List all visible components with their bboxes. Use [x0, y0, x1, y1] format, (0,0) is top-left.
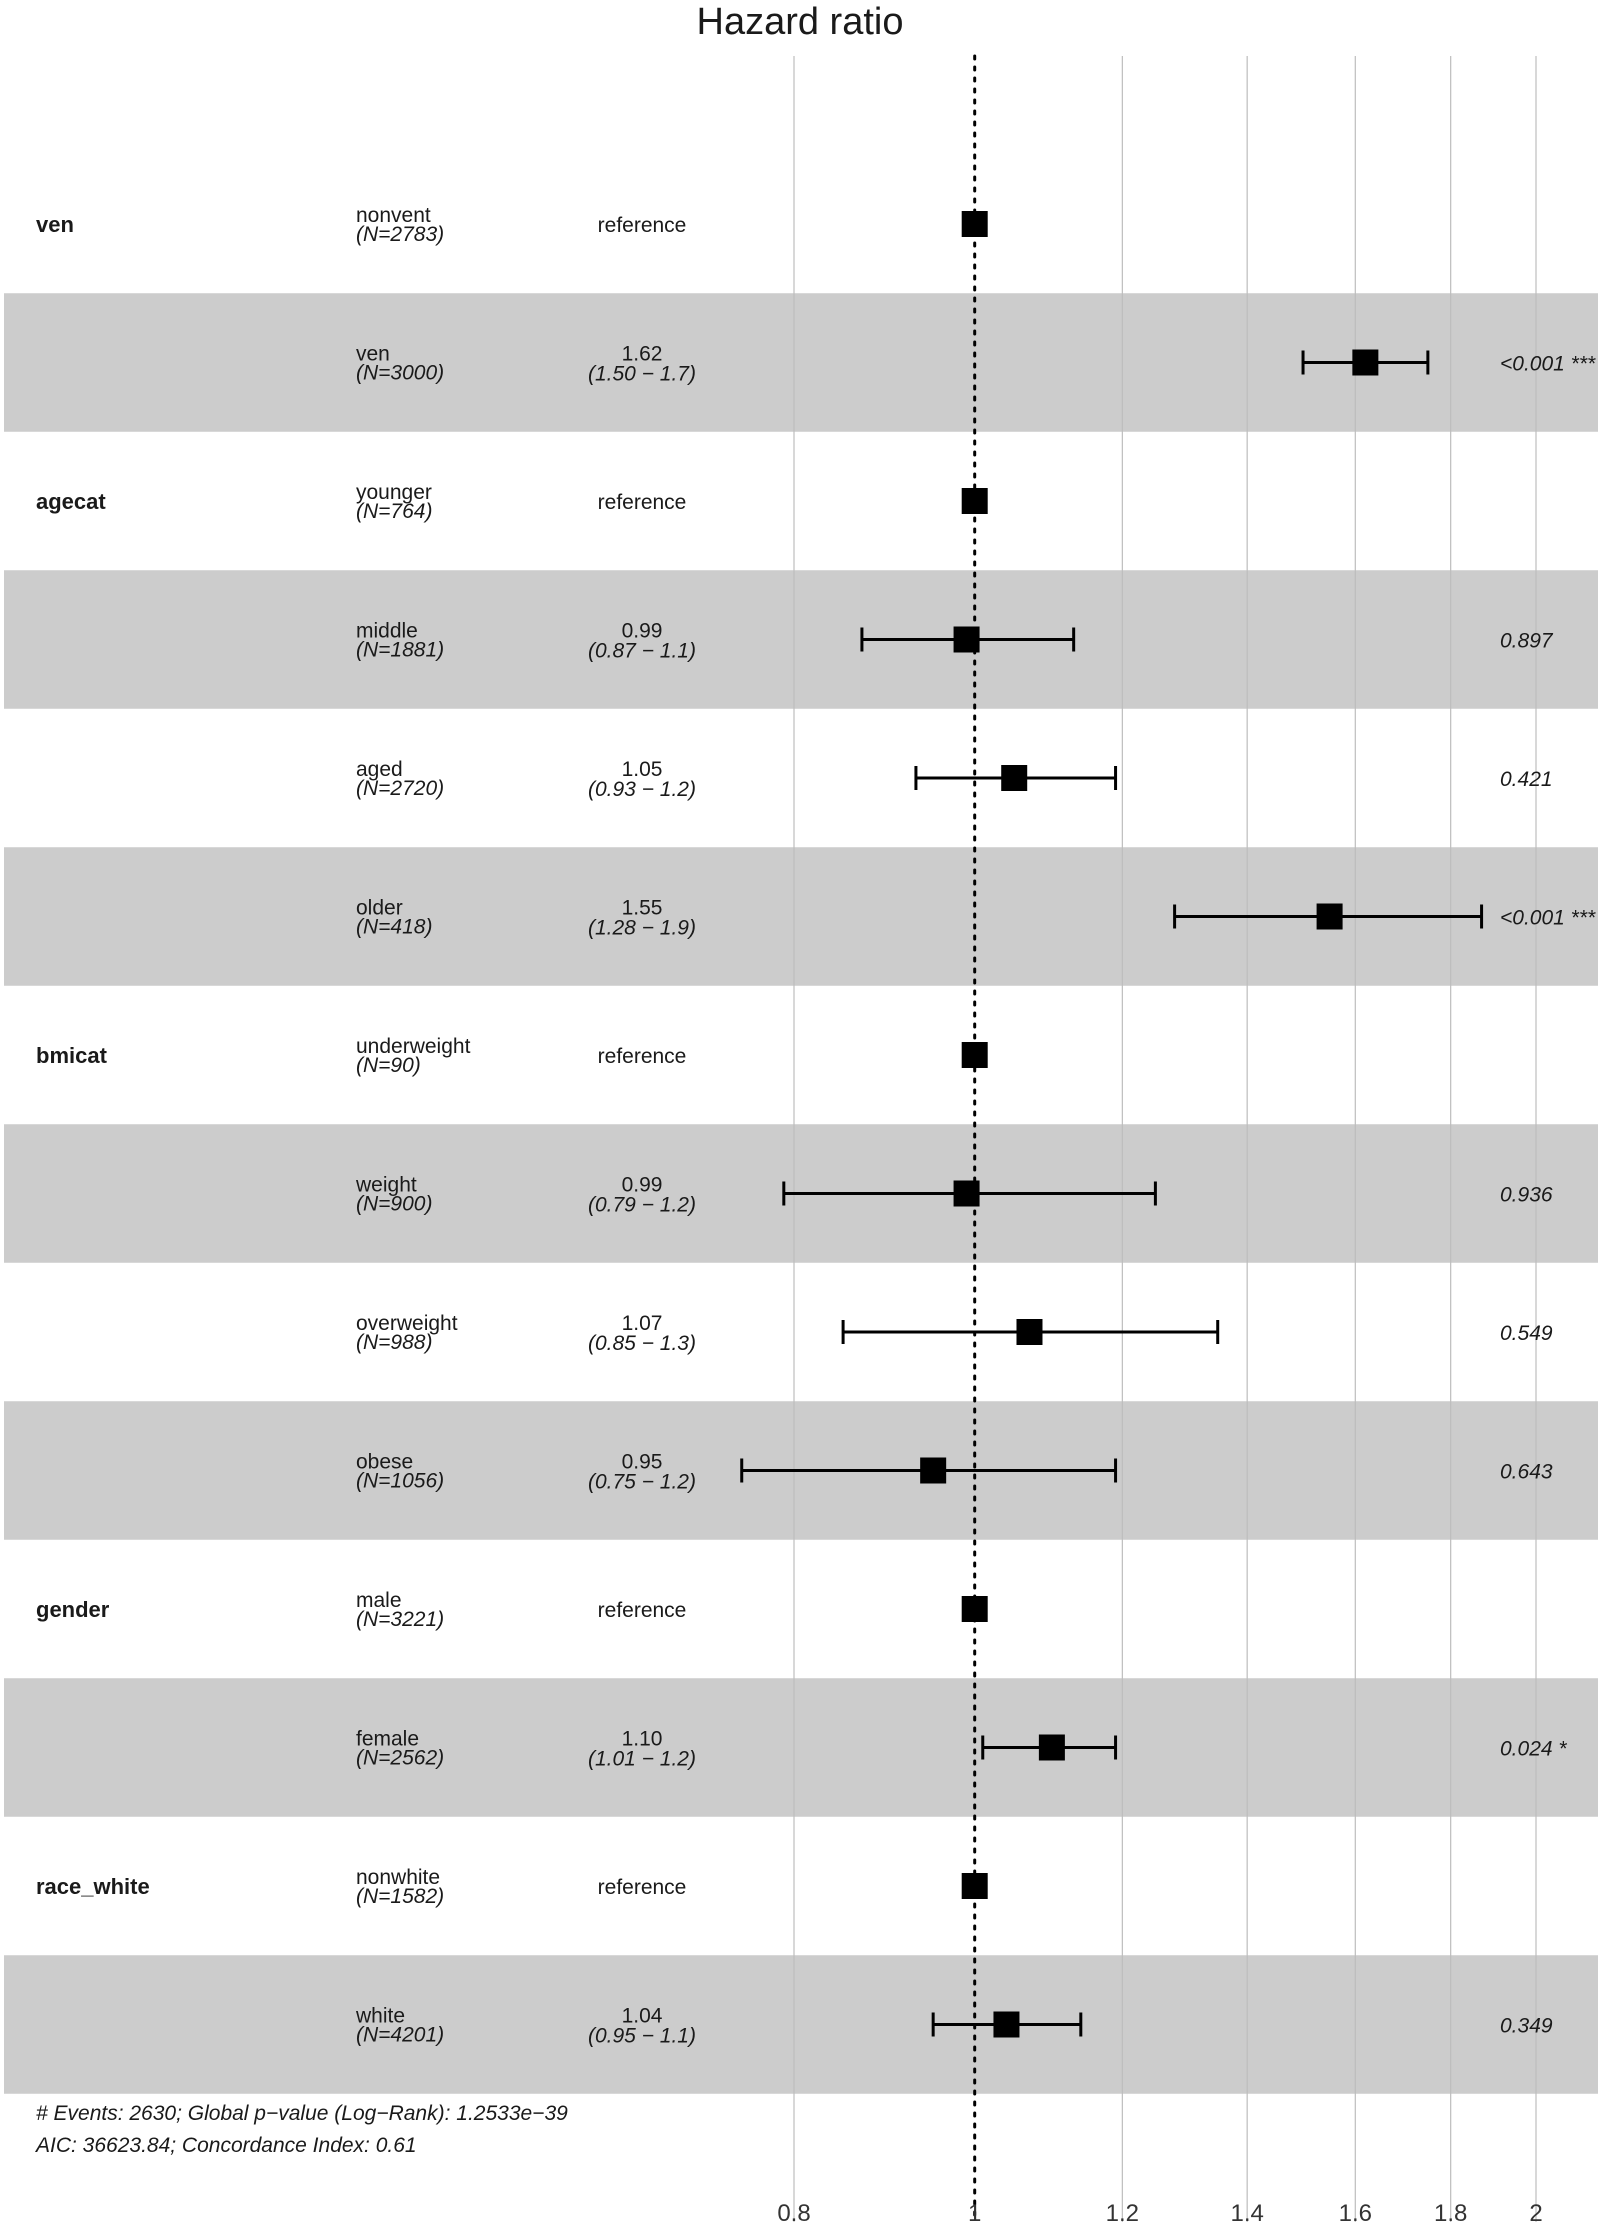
p-value-label: 0.421 — [1500, 768, 1553, 791]
estimate-label: 0.99 — [622, 620, 663, 643]
level-label: weight — [355, 1174, 417, 1197]
estimate-label: 1.62 — [622, 343, 663, 366]
p-value-label: 0.024 * — [1500, 1738, 1567, 1761]
row-band — [4, 570, 1598, 709]
point-estimate — [920, 1457, 947, 1484]
x-tick-label: 2 — [1529, 2200, 1542, 2227]
level-label: nonwhite — [356, 1866, 440, 1889]
variable-label: race_white — [36, 1874, 150, 1899]
ci-label: (0.95 − 1.1) — [588, 2025, 696, 2048]
chart-title: Hazard ratio — [697, 1, 904, 43]
ci-label: (0.79 − 1.2) — [588, 1194, 696, 1217]
point-estimate — [1001, 765, 1028, 791]
row-band — [4, 1678, 1598, 1817]
point-estimate — [961, 488, 988, 514]
level-label: younger — [356, 481, 432, 504]
level-label: nonvent — [356, 204, 431, 227]
p-value-label: 0.897 — [1500, 630, 1554, 653]
n-label: (N=2720) — [356, 777, 444, 800]
point-estimate — [1316, 903, 1343, 930]
x-tick-label: 1.6 — [1339, 2200, 1372, 2227]
estimate-label: 0.99 — [622, 1174, 663, 1197]
n-label: (N=3221) — [356, 1608, 444, 1631]
x-tick-label: 1 — [968, 2200, 981, 2227]
point-estimate — [1038, 1734, 1065, 1761]
row-labels: ven nonvent(N=2783) referenceven(N=3000)1.… — [36, 204, 1596, 2048]
x-tick-label: 1.8 — [1434, 2200, 1467, 2227]
p-value-label: 0.349 — [1500, 2015, 1553, 2038]
level-label: ven — [356, 343, 390, 366]
ci-label: (1.50 − 1.7) — [588, 363, 696, 386]
point-estimate — [961, 1596, 988, 1622]
estimate-label: 1.55 — [622, 897, 663, 920]
n-label: (N=1881) — [356, 639, 444, 662]
level-label: overweight — [356, 1312, 458, 1335]
footnote-events: # Events: 2630; Global p−value (Log−Rank… — [36, 2102, 568, 2125]
point-estimate — [1016, 1319, 1043, 1345]
point-estimate — [961, 1873, 988, 1899]
level-label: aged — [356, 758, 403, 781]
x-tick-label: 1.4 — [1230, 2200, 1263, 2227]
level-label: middle — [356, 620, 418, 643]
point-estimate — [953, 1180, 980, 1207]
ci-label: (0.93 − 1.2) — [588, 778, 696, 801]
estimate-label: 1.10 — [622, 1728, 663, 1751]
estimate-label: reference — [598, 1599, 687, 1622]
point-estimate — [961, 1042, 988, 1068]
ci-label: (1.28 − 1.9) — [588, 917, 696, 940]
gridlines — [793, 56, 1537, 2222]
level-label: male — [356, 1589, 402, 1612]
ci-label: (1.01 − 1.2) — [588, 1748, 696, 1771]
n-label: (N=1056) — [356, 1470, 444, 1493]
variable-label: gender — [36, 1597, 110, 1622]
point-estimate — [1352, 349, 1379, 376]
variable-label: agecat — [36, 489, 106, 514]
x-tick-label: 0.8 — [777, 2200, 810, 2227]
x-tick-label: 1.2 — [1106, 2200, 1139, 2227]
n-label: (N=1582) — [356, 1885, 444, 1908]
p-value-label: <0.001 *** — [1500, 907, 1596, 930]
point-estimate — [953, 626, 980, 653]
level-label: older — [356, 897, 403, 920]
x-axis-ticks: 0.8 1 1.2 1.4 1.6 1.8 2 — [777, 2200, 1542, 2227]
ci-label: (0.75 − 1.2) — [588, 1471, 696, 1494]
point-estimate — [961, 211, 988, 237]
p-value-label: <0.001 *** — [1500, 353, 1596, 376]
variable-label: ven — [36, 212, 74, 237]
estimate-label: 1.05 — [622, 758, 663, 781]
estimate-label: 0.95 — [622, 1451, 663, 1474]
estimate-label: 1.07 — [622, 1312, 663, 1335]
n-label: (N=2783) — [356, 223, 444, 246]
p-value-label: 0.549 — [1500, 1322, 1553, 1345]
p-value-label: 0.936 — [1500, 1184, 1553, 1207]
estimate-label: reference — [598, 214, 687, 237]
n-label: (N=764) — [356, 500, 432, 523]
n-label: (N=90) — [356, 1054, 421, 1077]
variable-label: bmicat — [36, 1043, 108, 1068]
estimate-label: reference — [598, 1045, 687, 1068]
level-label: female — [356, 1728, 419, 1751]
n-label: (N=418) — [356, 916, 432, 939]
point-estimate — [993, 2011, 1020, 2038]
estimate-label: reference — [598, 1876, 687, 1899]
level-label: white — [355, 2005, 405, 2028]
footnote-aic: AIC: 36623.84; Concordance Index: 0.61 — [34, 2134, 417, 2157]
n-label: (N=3000) — [356, 362, 444, 385]
ci-label: (0.85 − 1.3) — [588, 1332, 696, 1355]
row-band — [4, 1955, 1598, 2094]
n-label: (N=900) — [356, 1193, 432, 1216]
estimate-marks — [740, 211, 1484, 2038]
level-label: underweight — [356, 1035, 471, 1058]
n-label: (N=2562) — [356, 1747, 444, 1770]
p-value-label: 0.643 — [1500, 1461, 1553, 1484]
level-label: obese — [356, 1451, 413, 1474]
n-label: (N=4201) — [356, 2024, 444, 2047]
estimate-label: reference — [598, 491, 687, 514]
n-label: (N=988) — [356, 1331, 432, 1354]
estimate-label: 1.04 — [622, 2005, 663, 2028]
ci-label: (0.87 − 1.1) — [588, 640, 696, 663]
